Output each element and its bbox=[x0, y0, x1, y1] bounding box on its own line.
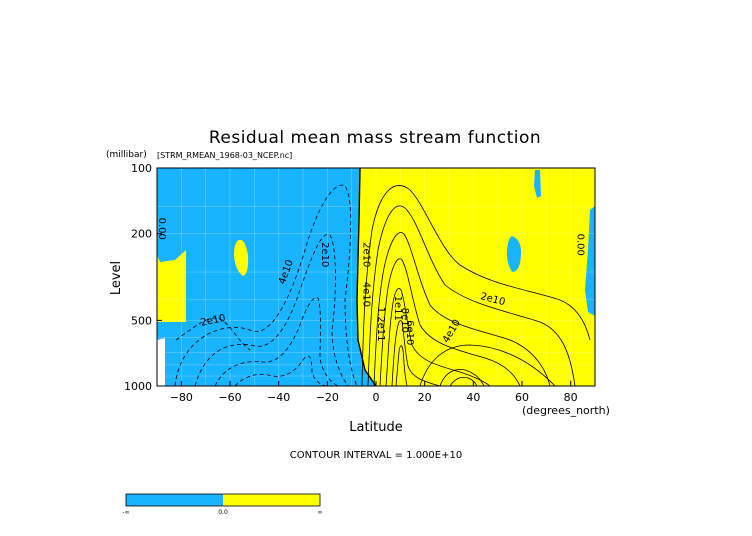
contour-pos-5 bbox=[385, 288, 491, 386]
y-axis-label: Level bbox=[109, 261, 124, 295]
contour-pos-1 bbox=[361, 185, 591, 386]
x-tick-label: 20 bbox=[418, 391, 432, 404]
negative-island-right-a bbox=[506, 236, 522, 272]
colorbar-label-mid: 0.0 bbox=[218, 509, 228, 516]
x-tick-label: 0 bbox=[373, 391, 380, 404]
contour-label: 1.2e11 bbox=[375, 307, 386, 342]
y-axis-unit: (millibar) bbox=[106, 150, 147, 160]
white-gap bbox=[157, 338, 165, 386]
contour-neg-1 bbox=[174, 184, 358, 386]
colorbar-positive bbox=[223, 494, 320, 506]
contour-label: 2e10 bbox=[319, 242, 330, 267]
contour-label: 1e11 bbox=[392, 296, 403, 321]
positive-island-small bbox=[234, 239, 249, 276]
contour-pos-7 bbox=[395, 345, 408, 386]
x-tick-label: −20 bbox=[316, 391, 339, 404]
chart-subtitle: [STRM_RMEAN_1968-03_NCEP.nc] bbox=[157, 151, 292, 160]
gridlines bbox=[157, 168, 595, 386]
contour-label: 2e10 bbox=[360, 242, 371, 267]
colorbar-frame bbox=[125, 493, 321, 507]
x-tick-label: −40 bbox=[267, 391, 290, 404]
y-tick-label: 1000 bbox=[124, 380, 152, 393]
contour-pos-10 bbox=[419, 344, 556, 386]
colorbar-negative bbox=[126, 494, 223, 506]
contours-positive bbox=[356, 168, 591, 386]
chart-title: Residual mean mass stream function bbox=[209, 128, 541, 148]
y-tick-label: 100 bbox=[131, 162, 152, 175]
contour-neg-5 bbox=[175, 317, 251, 351]
contour-interval-note: CONTOUR INTERVAL = 1.000E+10 bbox=[290, 450, 462, 461]
contour-pos-8 bbox=[439, 369, 485, 386]
y-tick-label: 200 bbox=[131, 228, 152, 241]
colorbar: -∞ 0.0 ∞ bbox=[122, 493, 323, 516]
contour-pos-4 bbox=[379, 258, 521, 386]
x-tick-label: 60 bbox=[515, 391, 529, 404]
contour-neg-4 bbox=[234, 355, 327, 386]
y-axis-ticks: 100 200 500 1000 bbox=[124, 162, 162, 393]
contour-label: 4e10 bbox=[360, 282, 371, 307]
y-tick-label: 500 bbox=[131, 314, 152, 327]
negative-island-right-b bbox=[534, 170, 541, 198]
x-tick-label: 40 bbox=[466, 391, 480, 404]
x-tick-label: −80 bbox=[170, 391, 193, 404]
contour-label: 8e10 bbox=[399, 308, 410, 333]
contour-pos-2 bbox=[367, 205, 576, 386]
x-tick-label: −60 bbox=[218, 391, 241, 404]
colorbar-label-max: ∞ bbox=[318, 509, 323, 516]
contours-negative bbox=[174, 184, 358, 386]
x-axis-ticks: −80 −60 −40 −20 0 20 40 60 80 bbox=[170, 381, 578, 404]
contour-pos-6 bbox=[391, 320, 441, 386]
x-tick-label: 80 bbox=[564, 391, 578, 404]
contour-neg-3 bbox=[214, 297, 339, 386]
colorbar-label-min: -∞ bbox=[122, 509, 129, 516]
contour-label: 0.00 bbox=[156, 218, 167, 240]
contour-zero bbox=[356, 168, 377, 386]
contour-pos-9 bbox=[449, 376, 478, 386]
negative-region bbox=[157, 168, 376, 386]
x-axis-label: Latitude bbox=[349, 420, 403, 435]
x-axis-unit: (degrees_north) bbox=[522, 404, 610, 417]
contour-pos-3 bbox=[373, 232, 551, 386]
contour-label: 6e10 bbox=[404, 320, 415, 345]
contour-label: 2e10 bbox=[200, 313, 227, 329]
contour-label: 0.00 bbox=[574, 234, 585, 256]
negative-island-left bbox=[157, 168, 186, 262]
